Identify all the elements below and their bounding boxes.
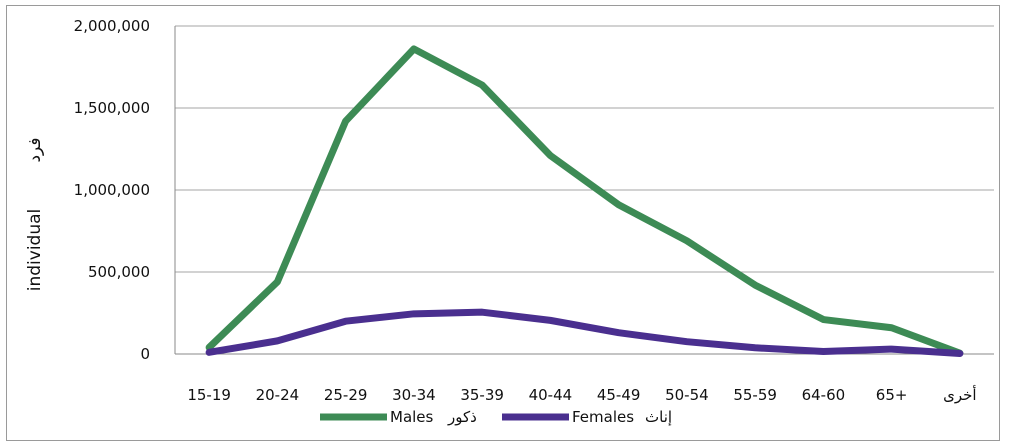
x-tick-label: 55-59 (733, 386, 777, 404)
legend-label-males-ar: ذكور (447, 408, 477, 426)
x-tick-label: 30-34 (392, 386, 436, 404)
y-tick-label: 1,500,000 (74, 99, 150, 117)
x-tick-label: أخرى (943, 385, 976, 404)
y-tick-label: 1,000,000 (74, 181, 150, 199)
y-axis-title-en: individual (25, 209, 45, 292)
x-tick-label: 64-60 (802, 386, 846, 404)
gridlines (174, 25, 994, 355)
x-tick-label: 15-19 (187, 386, 231, 404)
legend: Males ذكور Females إناث (320, 408, 672, 426)
series-line-males (205, 45, 964, 357)
y-tick-label: 500,000 (88, 263, 150, 281)
x-tick-label: 45-49 (597, 386, 641, 404)
series-line-females (205, 308, 964, 358)
y-tick-label: 2,000,000 (74, 17, 150, 35)
x-tick-label: 65+ (876, 386, 908, 404)
y-axis-ticks: 0 500,000 1,000,000 1,500,000 2,000,000 (74, 17, 150, 363)
x-axis-ticks: 15-19 20-24 25-29 30-34 35-39 40-44 45-49 50-54… (187, 385, 976, 404)
x-tick-label: 40-44 (529, 386, 573, 404)
series-lines (205, 45, 964, 358)
legend-label-females: Females (572, 408, 634, 426)
x-tick-label: 20-24 (256, 386, 300, 404)
x-tick-label: 35-39 (460, 386, 504, 404)
x-tick-label: 50-54 (665, 386, 709, 404)
x-tick-label: 25-29 (324, 386, 368, 404)
y-tick-label: 0 (140, 345, 150, 363)
legend-label-females-ar: إناث (645, 408, 672, 426)
chart-frame (6, 5, 1000, 441)
legend-label-males: Males (390, 408, 434, 426)
y-axis-title-ar: فرد (25, 137, 45, 162)
